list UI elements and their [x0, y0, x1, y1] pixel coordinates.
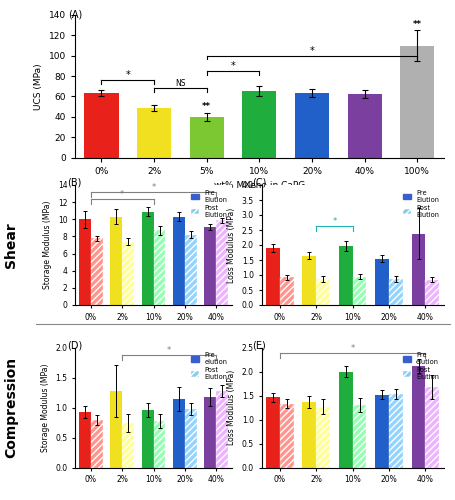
Text: *: * — [350, 344, 355, 354]
Bar — [122, 242, 134, 305]
Text: Shear: Shear — [5, 222, 18, 268]
Legend: Pre
Elution, Post
Elution: Pre Elution, Post Elution — [190, 188, 229, 219]
Y-axis label: Storage Modulus (MPa): Storage Modulus (MPa) — [43, 200, 52, 289]
Bar — [266, 248, 280, 305]
Text: (E): (E) — [253, 340, 266, 350]
Bar — [84, 94, 118, 158]
Text: *: * — [167, 346, 172, 354]
Bar — [348, 94, 382, 158]
Bar — [190, 117, 224, 158]
Bar — [110, 216, 122, 305]
Bar — [185, 234, 197, 305]
Text: (B): (B) — [67, 178, 81, 188]
Text: (D): (D) — [67, 340, 82, 350]
Text: (C): (C) — [253, 178, 267, 188]
Bar — [425, 388, 439, 468]
Y-axis label: Loss Modulus (MPa): Loss Modulus (MPa) — [228, 208, 236, 282]
Bar — [173, 399, 185, 468]
Bar — [154, 420, 166, 468]
Bar — [79, 412, 91, 468]
Text: *: * — [231, 61, 235, 71]
Text: **: ** — [202, 102, 211, 111]
Bar — [353, 276, 366, 305]
Bar — [266, 398, 280, 468]
Text: **: ** — [413, 20, 422, 28]
Bar — [375, 258, 389, 305]
Bar — [110, 390, 122, 468]
Text: *: * — [152, 183, 156, 192]
Bar — [295, 94, 329, 158]
Y-axis label: Storage Modulus (MPa): Storage Modulus (MPa) — [41, 363, 50, 452]
Bar — [280, 404, 293, 468]
Text: *: * — [125, 70, 130, 80]
Bar — [137, 108, 171, 158]
Bar — [204, 398, 217, 468]
Bar — [303, 402, 316, 468]
Y-axis label: Loss Modulus (MPa): Loss Modulus (MPa) — [228, 370, 236, 445]
Text: *: * — [120, 190, 124, 198]
Legend: Pre
Elution, Post
Elution: Pre Elution, Post Elution — [401, 188, 440, 219]
Text: Compression: Compression — [5, 357, 18, 458]
Bar — [389, 394, 403, 468]
Text: *: * — [309, 46, 314, 56]
Bar — [217, 220, 228, 305]
Text: (A): (A) — [68, 10, 82, 20]
Bar — [142, 410, 154, 468]
Bar — [353, 405, 366, 468]
Bar — [316, 406, 330, 468]
Bar — [412, 234, 425, 305]
Bar — [217, 392, 228, 468]
X-axis label: wt% MXene in CaPG: wt% MXene in CaPG — [214, 181, 305, 190]
Y-axis label: UCS (MPa): UCS (MPa) — [34, 63, 43, 110]
Text: NS: NS — [175, 80, 186, 88]
Bar — [375, 394, 389, 468]
Bar — [79, 220, 91, 305]
Bar — [242, 92, 277, 158]
Bar — [389, 279, 403, 305]
Text: *: * — [332, 218, 337, 226]
Bar — [339, 372, 353, 468]
Bar — [204, 227, 217, 305]
Bar — [400, 46, 435, 158]
Bar — [91, 420, 103, 468]
Bar — [412, 366, 425, 468]
Bar — [425, 280, 439, 305]
Bar — [122, 422, 134, 468]
Legend: Pre
elution, Post
Elution: Pre elution, Post Elution — [190, 351, 229, 382]
Bar — [316, 278, 330, 305]
Bar — [142, 212, 154, 305]
Bar — [339, 246, 353, 305]
Bar — [185, 408, 197, 468]
Legend: Pre
elution, Post
Elution: Pre elution, Post Elution — [401, 351, 440, 382]
Bar — [173, 216, 185, 305]
Bar — [280, 277, 293, 305]
Bar — [154, 230, 166, 305]
Bar — [91, 238, 103, 305]
Bar — [303, 256, 316, 305]
